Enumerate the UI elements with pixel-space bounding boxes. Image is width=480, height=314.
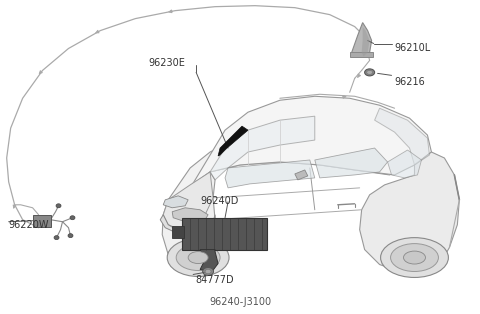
Ellipse shape bbox=[188, 252, 208, 263]
Polygon shape bbox=[374, 108, 430, 165]
Ellipse shape bbox=[367, 70, 372, 74]
Polygon shape bbox=[387, 150, 421, 178]
Polygon shape bbox=[210, 116, 315, 180]
Polygon shape bbox=[361, 25, 370, 57]
Polygon shape bbox=[200, 250, 218, 272]
Ellipse shape bbox=[381, 238, 448, 278]
Text: 96240-J3100: 96240-J3100 bbox=[209, 297, 271, 307]
Ellipse shape bbox=[167, 239, 229, 276]
Text: 96230E: 96230E bbox=[148, 58, 185, 68]
Polygon shape bbox=[360, 152, 459, 272]
Ellipse shape bbox=[391, 244, 438, 272]
Polygon shape bbox=[168, 112, 415, 200]
Ellipse shape bbox=[365, 69, 374, 76]
Polygon shape bbox=[162, 172, 218, 272]
Ellipse shape bbox=[56, 204, 61, 208]
Bar bbox=[172, 226, 184, 238]
Ellipse shape bbox=[54, 236, 59, 240]
Ellipse shape bbox=[70, 216, 75, 220]
Polygon shape bbox=[295, 170, 308, 180]
Text: 96216: 96216 bbox=[395, 77, 425, 87]
Ellipse shape bbox=[205, 269, 211, 274]
Bar bbox=[33, 215, 50, 227]
Polygon shape bbox=[218, 126, 248, 156]
Polygon shape bbox=[315, 148, 387, 178]
Polygon shape bbox=[163, 196, 188, 208]
Ellipse shape bbox=[68, 234, 73, 238]
Bar bbox=[182, 218, 267, 250]
Polygon shape bbox=[352, 23, 372, 57]
Ellipse shape bbox=[176, 245, 220, 270]
Polygon shape bbox=[160, 215, 215, 235]
Polygon shape bbox=[350, 52, 372, 57]
Text: 84777D: 84777D bbox=[195, 275, 234, 285]
Polygon shape bbox=[163, 172, 213, 230]
Polygon shape bbox=[172, 208, 208, 222]
Text: 96240D: 96240D bbox=[200, 196, 239, 206]
Text: 96210L: 96210L bbox=[395, 42, 431, 52]
Polygon shape bbox=[225, 160, 315, 188]
Ellipse shape bbox=[404, 251, 425, 264]
Text: 96220W: 96220W bbox=[9, 220, 49, 230]
Polygon shape bbox=[192, 96, 432, 185]
Ellipse shape bbox=[203, 268, 214, 275]
